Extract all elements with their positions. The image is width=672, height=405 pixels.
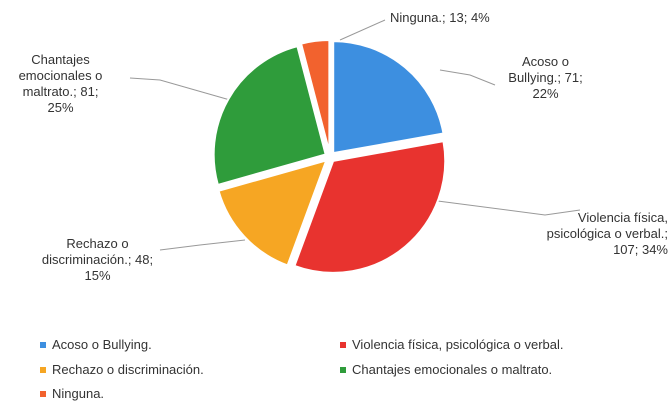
legend-label: Violencia física, psicológica o verbal. [352, 337, 564, 352]
data-label: Ninguna.; 13; 4% [390, 10, 490, 25]
legend-item: Acoso o Bullying. [40, 337, 152, 352]
legend-label: Ninguna. [52, 386, 105, 401]
data-label: Rechazo o discriminación.; 48; 15% [41, 236, 154, 283]
legend-item: Rechazo o discriminación. [40, 362, 204, 377]
leader-line [429, 199, 581, 216]
legend-swatch [340, 366, 346, 373]
pie-slice [212, 44, 327, 187]
legend-label: Acoso o Bullying. [52, 337, 152, 352]
pie-slice [217, 158, 328, 267]
legend-item: Violencia física, psicológica o verbal. [340, 337, 564, 352]
leader-line [129, 77, 231, 101]
pie-slice [299, 39, 331, 153]
legend-swatch [40, 366, 46, 373]
leader-line [439, 69, 496, 86]
leader-line [339, 19, 386, 41]
data-label: Acoso o Bullying.; 71; 22% [508, 54, 583, 101]
legend-swatch [340, 341, 346, 348]
data-label: Chantajes emocionales o maltrato.; 81; 2… [18, 52, 103, 115]
data-label: Violencia física, psicológica o verbal.;… [546, 210, 668, 257]
legend-swatch [40, 390, 46, 397]
pie-slice [332, 40, 445, 155]
legend-label: Chantajes emocionales o maltrato. [352, 362, 553, 377]
legend-label: Rechazo o discriminación. [52, 362, 204, 377]
legend-swatch [40, 341, 46, 348]
pie-slice [293, 139, 447, 274]
leader-line [159, 239, 246, 251]
legend-item: Chantajes emocionales o maltrato. [340, 362, 552, 377]
legend-item: Ninguna. [40, 386, 104, 401]
